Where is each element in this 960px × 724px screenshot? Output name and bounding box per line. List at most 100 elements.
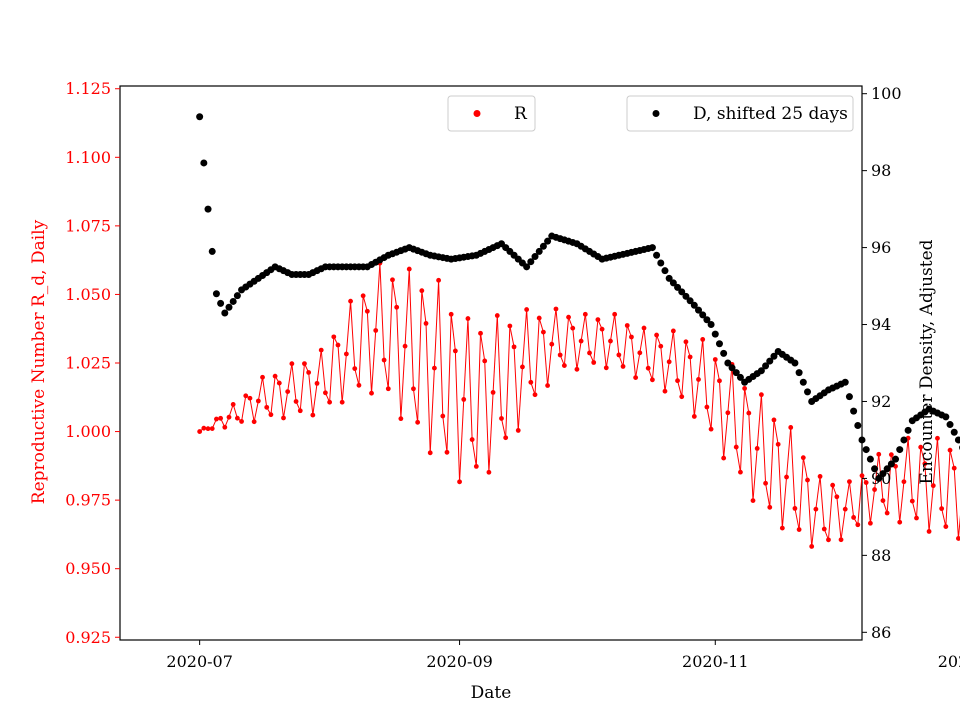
r-segment bbox=[690, 357, 694, 416]
r-segment bbox=[774, 420, 778, 444]
axes-border bbox=[120, 86, 862, 640]
r-segment bbox=[518, 367, 522, 431]
d-point bbox=[892, 456, 899, 463]
r-segment bbox=[585, 314, 589, 353]
d-point bbox=[900, 436, 907, 443]
y-left-tick-label: 0.950 bbox=[65, 559, 111, 578]
r-segment bbox=[351, 301, 355, 368]
r-segment bbox=[401, 346, 405, 418]
r-segment bbox=[812, 509, 816, 546]
r-segment bbox=[313, 383, 317, 415]
d-point bbox=[209, 248, 216, 255]
d-point bbox=[712, 331, 719, 338]
d-point bbox=[905, 427, 912, 434]
r-segment bbox=[300, 364, 304, 411]
legend-r-marker bbox=[474, 110, 481, 117]
y-left-tick-label: 1.050 bbox=[65, 285, 111, 304]
y-left-tick-label: 1.075 bbox=[65, 216, 111, 235]
x-tick-label: 2020-07 bbox=[166, 652, 232, 671]
r-segment bbox=[468, 319, 472, 440]
r-segment bbox=[489, 392, 493, 472]
series-r bbox=[197, 146, 960, 609]
r-segment bbox=[665, 362, 669, 391]
r-segment bbox=[552, 309, 556, 344]
r-segment bbox=[451, 314, 455, 351]
axes-frame bbox=[120, 86, 862, 640]
r-segment bbox=[330, 337, 334, 402]
r-segment bbox=[376, 263, 380, 330]
r-segment bbox=[615, 314, 619, 355]
d-point bbox=[213, 290, 220, 297]
x-axis-ticks: 2020-072020-092020-112021-012021-032021-… bbox=[166, 640, 960, 671]
r-segment bbox=[392, 280, 396, 307]
r-segment bbox=[606, 341, 610, 368]
r-segment bbox=[556, 309, 560, 355]
y-right-tick-label: 98 bbox=[871, 161, 891, 180]
r-segment bbox=[527, 310, 531, 383]
d-point bbox=[896, 446, 903, 453]
r-segment bbox=[896, 466, 900, 522]
r-segment bbox=[346, 301, 350, 354]
y-left-axis-label: Reproductive Number R_d, Daily bbox=[29, 219, 49, 504]
y-left-tick-label: 1.100 bbox=[65, 148, 111, 167]
r-segment bbox=[799, 458, 803, 530]
legend-d[interactable]: D, shifted 25 days bbox=[627, 96, 853, 131]
r-segment bbox=[271, 376, 275, 415]
r-segment bbox=[661, 346, 665, 391]
d-point bbox=[225, 304, 232, 311]
r-segment bbox=[707, 407, 711, 429]
r-segment bbox=[610, 314, 614, 341]
d-point bbox=[200, 159, 207, 166]
d-point bbox=[859, 436, 866, 443]
r-segment bbox=[954, 468, 958, 538]
r-segment bbox=[380, 263, 384, 360]
r-segment bbox=[644, 328, 648, 368]
r-segment bbox=[292, 364, 296, 402]
r-point bbox=[851, 515, 856, 520]
r-segment bbox=[858, 476, 862, 525]
r-segment bbox=[317, 350, 321, 383]
y-left-tick-label: 1.000 bbox=[65, 422, 111, 441]
r-segment bbox=[782, 477, 786, 528]
d-point bbox=[205, 206, 212, 213]
r-segment bbox=[501, 418, 505, 437]
r-segment bbox=[510, 326, 514, 347]
d-point bbox=[863, 446, 870, 453]
r-segment bbox=[413, 389, 417, 423]
r-segment bbox=[288, 364, 292, 392]
legend-r[interactable]: R bbox=[448, 96, 535, 131]
r-segment bbox=[929, 486, 933, 532]
d-point bbox=[850, 408, 857, 415]
r-segment bbox=[409, 269, 413, 389]
r-segment bbox=[481, 333, 485, 361]
r-segment bbox=[447, 314, 451, 452]
y-right-axis-label: Encounter Density, Adjusted bbox=[917, 239, 937, 484]
r-segment bbox=[732, 364, 736, 447]
r-segment bbox=[543, 332, 547, 385]
r-segment bbox=[535, 318, 539, 395]
r-point bbox=[566, 315, 571, 320]
r-segment bbox=[937, 438, 941, 508]
r-segment bbox=[745, 388, 749, 413]
r-segment bbox=[766, 483, 770, 507]
d-point bbox=[842, 379, 849, 386]
d-point bbox=[221, 309, 228, 316]
r-segment bbox=[795, 508, 799, 529]
r-segment bbox=[841, 509, 845, 540]
r-segment bbox=[506, 326, 510, 438]
r-segment bbox=[678, 381, 682, 397]
r-segment bbox=[623, 325, 627, 366]
r-segment bbox=[367, 311, 371, 393]
r-segment bbox=[254, 401, 258, 422]
r-segment bbox=[602, 329, 606, 368]
r-segment bbox=[439, 280, 443, 416]
r-segment bbox=[912, 501, 916, 518]
r-segment bbox=[870, 490, 874, 524]
r-segment bbox=[640, 328, 644, 353]
d-point bbox=[661, 267, 668, 274]
r-point bbox=[587, 351, 592, 356]
r-segment bbox=[430, 368, 434, 453]
r-segment bbox=[946, 450, 950, 526]
r-segment bbox=[279, 383, 283, 418]
